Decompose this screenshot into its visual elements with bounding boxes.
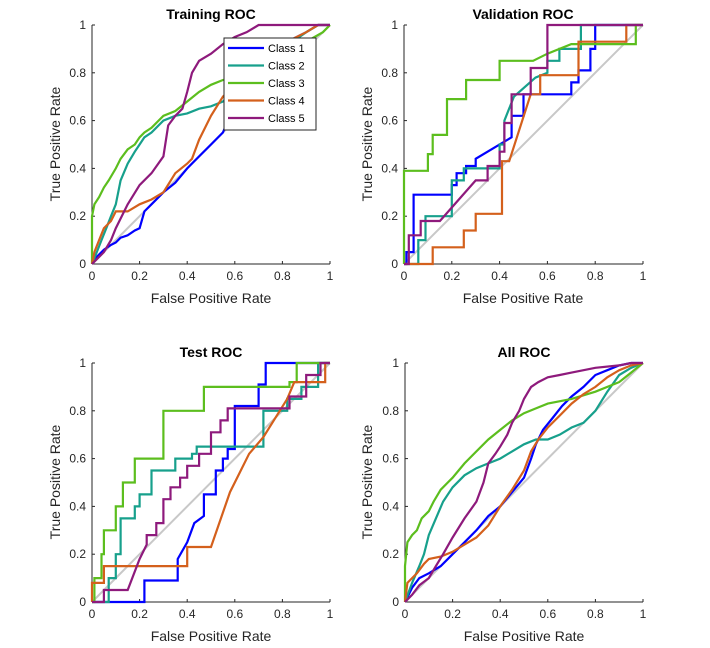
x-axis-label: False Positive Rate [151,628,272,644]
chart-title: Training ROC [166,6,255,22]
y-tick-label: 0.4 [381,161,398,175]
y-tick-label: 0.4 [382,499,399,513]
x-tick-label: 0.4 [492,607,509,621]
x-tick-label: 0 [89,269,96,283]
y-axis-label: True Positive Rate [47,424,63,539]
y-tick-label: 0.6 [69,452,86,466]
panel-training: Training ROC False Positive Rate True Po… [47,6,334,306]
y-tick-label: 0.4 [69,161,86,175]
series-line-class-1 [404,23,643,266]
chart-title: Test ROC [180,344,243,360]
series-line-class-4 [404,23,643,266]
x-tick-label: 0 [89,607,96,621]
x-tick-label: 0.2 [443,269,460,283]
x-tick-label: 0.6 [539,607,556,621]
y-tick-label: 0 [79,257,86,271]
y-tick-label: 0.8 [381,66,398,80]
x-tick-label: 1 [640,607,647,621]
series-line-class-5 [92,361,330,604]
y-tick-label: 0.4 [69,499,86,513]
x-tick-label: 1 [327,269,334,283]
x-tick-label: 0.2 [131,607,148,621]
y-tick-label: 0.2 [69,209,86,223]
x-tick-label: 0.6 [226,269,243,283]
x-tick-label: 0.2 [131,269,148,283]
legend-entry-label: Class 3 [268,78,305,90]
y-tick-label: 0.8 [69,404,86,418]
legend-entry-label: Class 2 [268,61,305,73]
panel-validation: Validation ROC False Positive Rate True … [359,6,647,306]
series-line-class-2 [404,23,643,266]
series-line-class-3 [92,361,330,604]
legend-entry-label: Class 4 [268,96,305,108]
y-tick-label: 1 [391,18,398,32]
x-tick-label: 0.6 [226,607,243,621]
series-line-class-3 [402,23,643,264]
y-tick-label: 0.8 [69,66,86,80]
y-tick-label: 0.2 [69,547,86,561]
y-axis-label: True Positive Rate [47,86,63,201]
x-tick-label: 0.6 [539,269,556,283]
y-tick-label: 0.6 [382,452,399,466]
x-tick-label: 0 [401,269,408,283]
y-tick-label: 0.6 [69,114,86,128]
legend: Class 1 Class 2 Class 3 Class 4 Class 5 [223,37,317,131]
series-line-class-4 [90,361,330,602]
y-tick-label: 1 [79,356,86,370]
y-tick-label: 1 [79,18,86,32]
series-line-class-1 [92,361,330,604]
y-tick-label: 1 [392,356,399,370]
series-line-class-5 [404,23,643,266]
series-line-class-5 [91,23,330,265]
chance-diagonal-line [403,24,644,265]
y-tick-label: 0 [391,257,398,271]
y-tick-label: 0.2 [381,209,398,223]
y-tick-label: 0 [79,595,86,609]
x-axis-label: False Positive Rate [151,290,272,306]
series-line-class-5 [404,361,643,603]
x-tick-label: 0.8 [587,269,604,283]
x-tick-label: 0.8 [274,269,291,283]
legend-entry-label: Class 5 [268,113,305,125]
y-tick-label: 0 [392,595,399,609]
x-axis-label: False Positive Rate [463,290,584,306]
series-line-class-2 [92,361,330,604]
x-tick-label: 0.4 [179,269,196,283]
x-tick-label: 0.4 [179,607,196,621]
series-line-class-1 [404,361,643,603]
legend-entry-label: Class 1 [268,43,305,55]
x-tick-label: 0.2 [444,607,461,621]
x-tick-label: 0 [402,607,409,621]
x-tick-label: 1 [327,607,334,621]
panel-all: All ROC False Positive Rate True Positiv… [359,344,647,644]
series-line-class-2 [403,361,644,603]
panel-test: Test ROC False Positive Rate True Positi… [47,344,334,644]
y-tick-label: 0.6 [381,114,398,128]
x-axis-label: False Positive Rate [464,628,585,644]
y-axis-label: True Positive Rate [359,86,375,201]
x-tick-label: 1 [640,269,647,283]
x-tick-label: 0.4 [491,269,508,283]
y-tick-label: 0.8 [382,404,399,418]
chart-title: All ROC [498,344,551,360]
y-tick-label: 0.2 [382,547,399,561]
y-axis-label: True Positive Rate [359,424,375,539]
series-line-class-4 [403,361,644,603]
x-tick-label: 0.8 [587,607,604,621]
x-tick-label: 0.8 [274,607,291,621]
series-line-class-3 [403,362,644,602]
chart-title: Validation ROC [472,6,573,22]
